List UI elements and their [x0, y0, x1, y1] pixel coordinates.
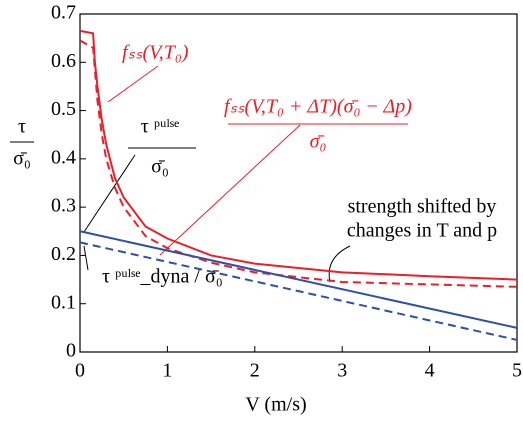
leader: [159, 124, 301, 256]
x-tick-label: 0: [75, 360, 85, 382]
annotation: σ̄₀: [310, 131, 327, 153]
y-tick-label: 0.3: [51, 195, 76, 217]
annotation: strength shifted by: [348, 196, 497, 218]
plot-frame: [79, 13, 518, 353]
y-tick-label: 0.4: [51, 146, 76, 168]
y-label-denominator: σ̄₀: [13, 148, 31, 170]
leader: [83, 245, 89, 271]
x-tick-label: 3: [337, 360, 347, 382]
x-tick-label: 5: [512, 360, 522, 382]
series-line: [79, 29, 518, 281]
x-tick-label: 1: [162, 360, 172, 382]
x-axis-label: V (m/s): [245, 394, 306, 416]
leader: [328, 245, 351, 283]
y-tick-label: 0: [66, 340, 76, 362]
series-line: [79, 230, 518, 329]
leader: [83, 154, 136, 233]
annotation: fₛₛ(V,T₀ + ΔT)(σ̄₀ − Δp): [224, 96, 412, 118]
x-tick-label: 2: [250, 360, 260, 382]
annotation: σ̄₀: [151, 156, 169, 178]
leader: [107, 65, 159, 103]
y-tick-label: 0.2: [51, 243, 76, 265]
annotation: changes in T and p: [347, 220, 497, 242]
series-line: [79, 39, 518, 288]
y-tick-label: 0.6: [51, 50, 76, 72]
annotation: τ ᵖᵘˡˢᵉ_dyna / σ̄₀: [102, 266, 223, 288]
annotation: fₛₛ(V,T₀): [122, 42, 189, 64]
y-label-numerator: τ: [18, 116, 26, 138]
x-tick-label: 4: [425, 360, 435, 382]
y-tick-label: 0.5: [51, 98, 76, 120]
series-line: [79, 241, 518, 341]
y-tick-label: 0.1: [51, 291, 76, 313]
y-tick-label: 0.7: [51, 2, 76, 24]
annotation: τ ᵖᵘˡˢᵉ: [141, 116, 180, 138]
